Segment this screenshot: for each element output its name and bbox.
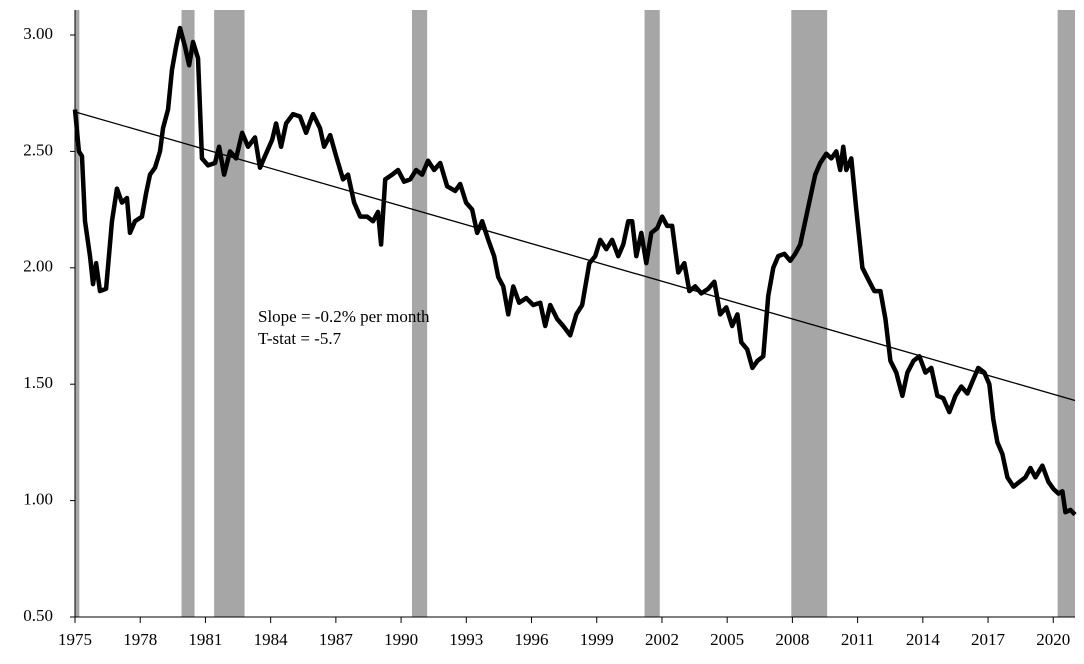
y-tick-label: 3.00 [23, 24, 53, 43]
recession-band [75, 10, 80, 617]
annotation: T-stat = -5.7 [258, 329, 342, 348]
data-line [72, 25, 1077, 517]
x-tick-label: 2005 [710, 630, 744, 649]
recession-band [791, 10, 828, 617]
x-tick-label: 1990 [384, 630, 418, 649]
x-tick-label: 2017 [971, 630, 1006, 649]
y-tick-label: 2.00 [23, 257, 53, 276]
x-tick-label: 2014 [906, 630, 941, 649]
x-tick-label: 1996 [515, 630, 549, 649]
x-tick-label: 1993 [449, 630, 483, 649]
y-tick-label: 1.00 [23, 490, 53, 509]
x-tick-label: 1987 [319, 630, 354, 649]
annotation: Slope = -0.2% per month [258, 307, 430, 326]
y-tick-label: 1.50 [23, 373, 53, 392]
recession-bands [75, 10, 1075, 617]
x-tick-label: 1984 [254, 630, 289, 649]
x-tick-label: 2011 [841, 630, 874, 649]
x-tick-label: 1999 [580, 630, 614, 649]
recession-band [214, 10, 245, 617]
x-tick-label: 2002 [645, 630, 679, 649]
recession-band [181, 10, 195, 617]
trend-line [74, 111, 1076, 402]
x-tick-label: 1981 [188, 630, 222, 649]
x-tick-label: 1978 [123, 630, 157, 649]
recession-band [644, 10, 660, 617]
x-tick-label: 1975 [58, 630, 92, 649]
y-tick-label: 2.50 [23, 140, 53, 159]
y-tick-label: 0.50 [23, 606, 53, 625]
x-tick-label: 2008 [775, 630, 809, 649]
recession-band [1057, 10, 1075, 617]
recession-band [411, 10, 428, 617]
x-tick-label: 2020 [1036, 630, 1070, 649]
